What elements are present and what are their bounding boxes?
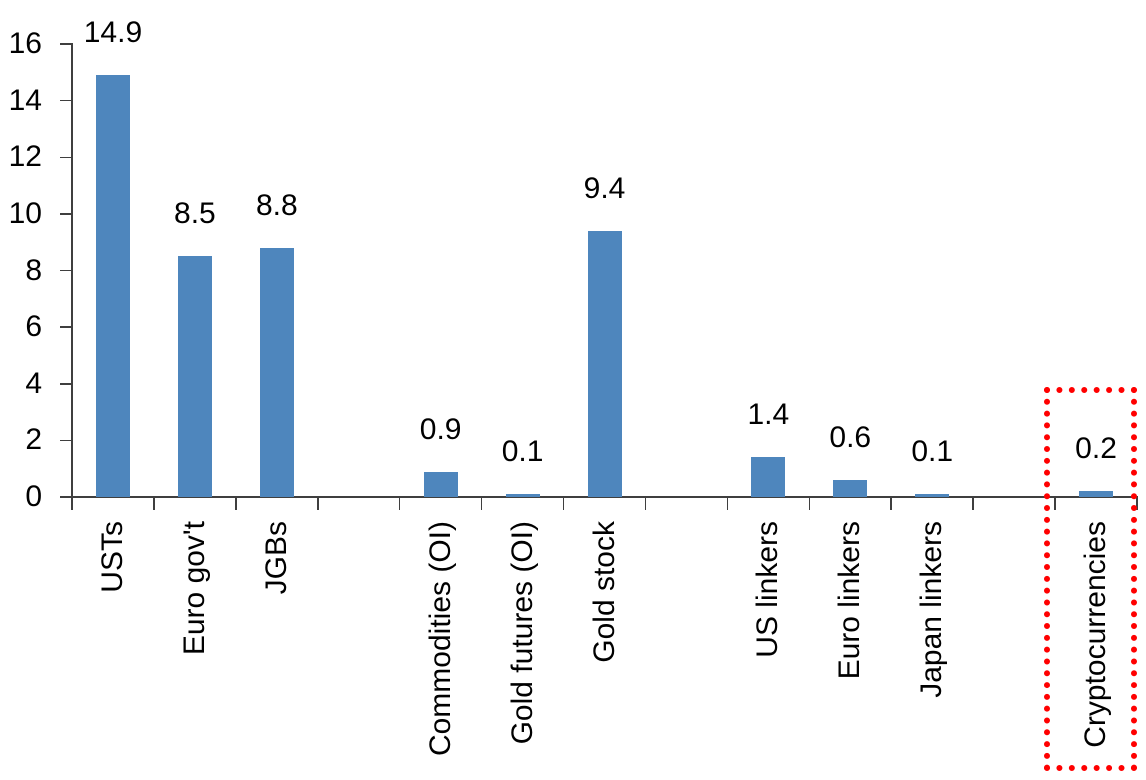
- x-axis-tick: [1054, 497, 1056, 510]
- x-axis-tick: [1136, 497, 1138, 510]
- x-axis-tick: [726, 497, 729, 510]
- bar-value-label: 0.1: [911, 435, 954, 469]
- bar: [259, 247, 294, 497]
- x-axis-tick: [153, 497, 155, 510]
- highlight-box: [1044, 387, 1137, 771]
- x-axis-category-label: Japan linkers: [915, 521, 949, 698]
- y-axis-tick-label: 2: [25, 423, 42, 457]
- bar-value-label: 14.9: [83, 16, 143, 50]
- y-axis-tick-label: 8: [25, 253, 42, 287]
- bar-value-label: 8.8: [255, 188, 298, 222]
- y-axis-tick: [60, 269, 72, 272]
- bar: [423, 471, 458, 497]
- y-axis-tick-label: 4: [25, 366, 42, 400]
- x-axis-tick: [562, 497, 565, 510]
- y-axis-tick-label: 10: [8, 196, 42, 230]
- bar: [833, 480, 868, 497]
- bar: [587, 230, 622, 497]
- x-axis-tick: [644, 497, 647, 510]
- x-axis-tick: [972, 497, 974, 510]
- x-axis-category-label: Euro linkers: [833, 521, 867, 680]
- y-axis-tick: [60, 383, 72, 385]
- x-axis-tick: [480, 497, 483, 510]
- bar: [751, 457, 786, 497]
- bar: [915, 494, 950, 497]
- x-axis-category-label: Gold stock: [587, 521, 621, 663]
- x-axis-tick: [398, 497, 401, 510]
- bar-value-label: 0.9: [419, 412, 462, 446]
- bar-value-label: 8.5: [174, 197, 216, 231]
- bar: [177, 256, 212, 497]
- y-axis-tick: [60, 213, 72, 215]
- x-axis-tick: [890, 497, 892, 510]
- bar: [505, 494, 540, 497]
- bar-value-label: 0.2: [1075, 432, 1117, 466]
- x-axis-line: [71, 496, 1138, 498]
- bar-value-label: 1.4: [747, 398, 790, 432]
- x-axis-category-label: USTs: [95, 521, 129, 593]
- bar-value-label: 0.6: [829, 421, 872, 454]
- y-axis-tick: [60, 43, 72, 45]
- y-axis-tick: [60, 99, 72, 102]
- x-axis-category-label: JGBs: [259, 521, 293, 595]
- x-axis-category-label: US linkers: [751, 521, 785, 658]
- y-axis-tick-label: 16: [8, 27, 42, 60]
- y-axis-tick-label: 6: [25, 310, 42, 344]
- x-axis-tick: [808, 497, 811, 510]
- x-axis-tick: [317, 497, 319, 510]
- bar: [1079, 491, 1114, 497]
- x-axis-tick: [71, 497, 73, 510]
- y-axis-tick: [60, 326, 72, 328]
- y-axis-tick: [60, 156, 72, 158]
- x-axis-category-label: Commodities (OI): [423, 521, 457, 757]
- x-axis-tick: [235, 497, 237, 510]
- y-axis-tick-label: 14: [8, 83, 42, 117]
- y-axis-tick-label: 12: [8, 140, 42, 174]
- y-axis-tick: [60, 439, 72, 442]
- y-axis-tick-label: 0: [25, 480, 42, 513]
- x-axis-category-label: Euro gov't: [177, 521, 211, 656]
- bar: [95, 75, 130, 497]
- y-axis-tick: [60, 496, 72, 498]
- bar-value-label: 0.1: [501, 435, 544, 469]
- bar-value-label: 9.4: [583, 171, 626, 205]
- y-axis-line: [71, 43, 73, 498]
- x-axis-category-label: Gold futures (OI): [505, 521, 539, 745]
